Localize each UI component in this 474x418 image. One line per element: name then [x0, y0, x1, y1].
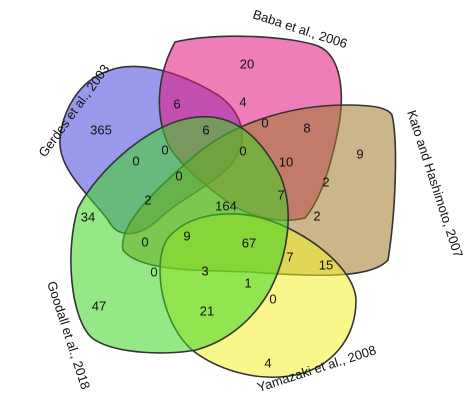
region-count: 0	[132, 153, 139, 168]
region-count: 365	[90, 122, 112, 137]
region-count: 0	[269, 291, 276, 306]
region-count: 0	[261, 115, 268, 130]
region-count: 4	[239, 94, 246, 109]
region-count: 10	[279, 154, 293, 169]
region-count: 164	[215, 198, 237, 213]
region-count: 0	[175, 168, 182, 183]
region-count: 15	[319, 257, 333, 272]
region-count: 1	[244, 275, 251, 290]
region-count: 2	[322, 174, 329, 189]
region-count: 9	[183, 228, 190, 243]
region-count: 47	[92, 298, 106, 313]
region-count: 7	[286, 249, 293, 264]
region-count: 2	[313, 208, 320, 223]
region-count: 6	[202, 122, 209, 137]
region-count: 20	[240, 56, 254, 71]
region-count: 0	[150, 264, 157, 279]
region-count: 21	[200, 303, 214, 318]
set-label-kato: Kato and Hashimoto, 2007	[404, 108, 466, 259]
set-shape-goodall	[70, 115, 289, 354]
region-count: 0	[141, 234, 148, 249]
region-count: 67	[242, 235, 256, 250]
region-counts: 20 6 4 0 8 365 6 0 0 9 10 0 2 0 2 164 7 …	[81, 56, 364, 370]
region-count: 34	[81, 209, 95, 224]
region-count: 0	[239, 143, 246, 158]
region-count: 4	[264, 355, 271, 370]
region-count: 0	[161, 142, 168, 157]
region-count: 2	[144, 192, 151, 207]
region-count: 6	[173, 96, 180, 111]
region-count: 8	[303, 120, 310, 135]
set-shapes	[59, 35, 397, 379]
region-count: 9	[356, 146, 363, 161]
region-count: 3	[201, 263, 208, 278]
region-count: 7	[277, 187, 284, 202]
